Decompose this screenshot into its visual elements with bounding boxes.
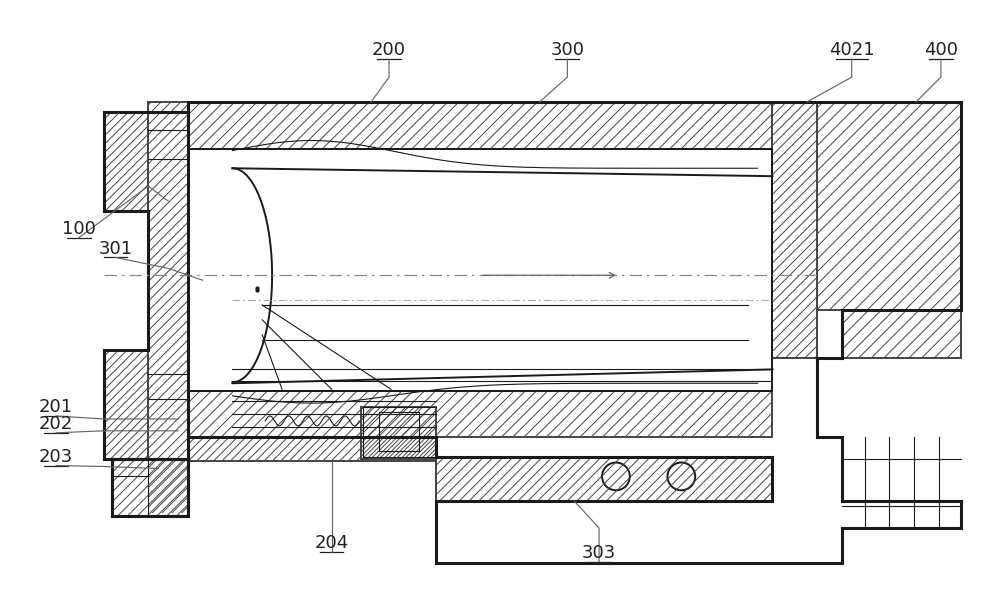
Polygon shape bbox=[148, 102, 188, 513]
Polygon shape bbox=[361, 407, 436, 458]
Text: 204: 204 bbox=[314, 534, 349, 552]
Polygon shape bbox=[188, 102, 772, 150]
Polygon shape bbox=[817, 102, 961, 310]
Text: 200: 200 bbox=[372, 41, 406, 60]
Polygon shape bbox=[112, 458, 188, 516]
Text: 300: 300 bbox=[550, 41, 584, 60]
Text: 301: 301 bbox=[98, 240, 133, 258]
Text: 400: 400 bbox=[924, 41, 958, 60]
Polygon shape bbox=[104, 112, 148, 211]
Text: 202: 202 bbox=[39, 415, 73, 433]
Polygon shape bbox=[188, 437, 436, 460]
Polygon shape bbox=[436, 457, 772, 501]
Polygon shape bbox=[104, 350, 148, 458]
Polygon shape bbox=[188, 391, 772, 437]
Text: 201: 201 bbox=[39, 398, 73, 416]
Text: 4021: 4021 bbox=[829, 41, 875, 60]
Text: 203: 203 bbox=[39, 447, 73, 466]
Text: 303: 303 bbox=[582, 544, 616, 562]
Polygon shape bbox=[772, 102, 817, 358]
Polygon shape bbox=[842, 310, 961, 358]
Text: 100: 100 bbox=[62, 219, 96, 238]
